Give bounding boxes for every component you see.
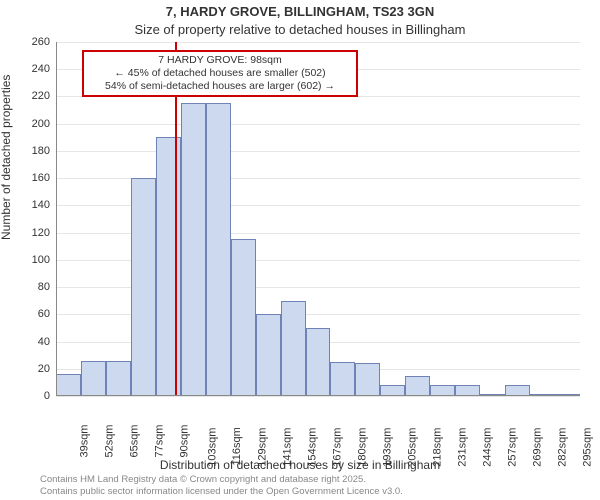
annotation-line: 54% of semi-detached houses are larger (… [90,80,350,93]
histogram-bar [131,178,156,396]
footer-line-1: Contains HM Land Registry data © Crown c… [40,474,403,486]
footer-line-2: Contains public sector information licen… [40,486,403,498]
y-tick-label: 240 [32,63,50,75]
gridline [56,396,580,397]
histogram-bar [56,374,81,396]
chart-title-sub: Size of property relative to detached ho… [0,22,600,37]
histogram-bar [306,328,331,396]
chart-title-main: 7, HARDY GROVE, BILLINGHAM, TS23 3GN [0,4,600,19]
histogram-bar [405,376,430,396]
x-axis-label: Distribution of detached houses by size … [0,458,600,472]
gridline [56,151,580,152]
annotation-line: ← 45% of detached houses are smaller (50… [90,67,350,80]
y-tick-label: 60 [38,308,50,320]
histogram-bar [355,363,380,396]
y-tick-label: 100 [32,254,50,266]
y-tick-label: 20 [38,363,50,375]
x-tick-label: 65sqm [129,425,141,458]
y-tick-label: 160 [32,172,50,184]
y-tick-label: 220 [32,90,50,102]
y-tick-label: 260 [32,36,50,48]
histogram-bar [256,314,281,396]
histogram-bar [330,362,355,396]
gridline [56,124,580,125]
y-tick-label: 180 [32,145,50,157]
x-tick-label: 90sqm [179,425,191,458]
x-tick-label: 77sqm [154,425,166,458]
x-axis-line [56,395,580,396]
y-tick-label: 80 [38,281,50,293]
histogram-bar [231,239,256,396]
footer-attribution: Contains HM Land Registry data © Crown c… [40,474,403,498]
histogram-bar [106,361,131,396]
gridline [56,42,580,43]
y-axis-line [56,42,57,396]
y-tick-label: 40 [38,336,50,348]
histogram-bar [81,361,106,396]
annotation-line: 7 HARDY GROVE: 98sqm [90,54,350,67]
histogram-bar [156,137,181,396]
x-tick-label: 39sqm [79,425,91,458]
chart-container: 7, HARDY GROVE, BILLINGHAM, TS23 3GN Siz… [0,0,600,500]
plot-area: 02040608010012014016018020022024026039sq… [56,42,580,396]
y-tick-label: 140 [32,199,50,211]
y-tick-label: 200 [32,118,50,130]
y-tick-label: 120 [32,227,50,239]
annotation-box: 7 HARDY GROVE: 98sqm← 45% of detached ho… [82,50,358,97]
y-tick-label: 0 [44,390,50,402]
histogram-bar [181,103,206,396]
x-tick-label: 52sqm [104,425,116,458]
histogram-bar [206,103,231,396]
y-axis-label: Number of detached properties [0,75,13,240]
histogram-bar [281,301,306,396]
